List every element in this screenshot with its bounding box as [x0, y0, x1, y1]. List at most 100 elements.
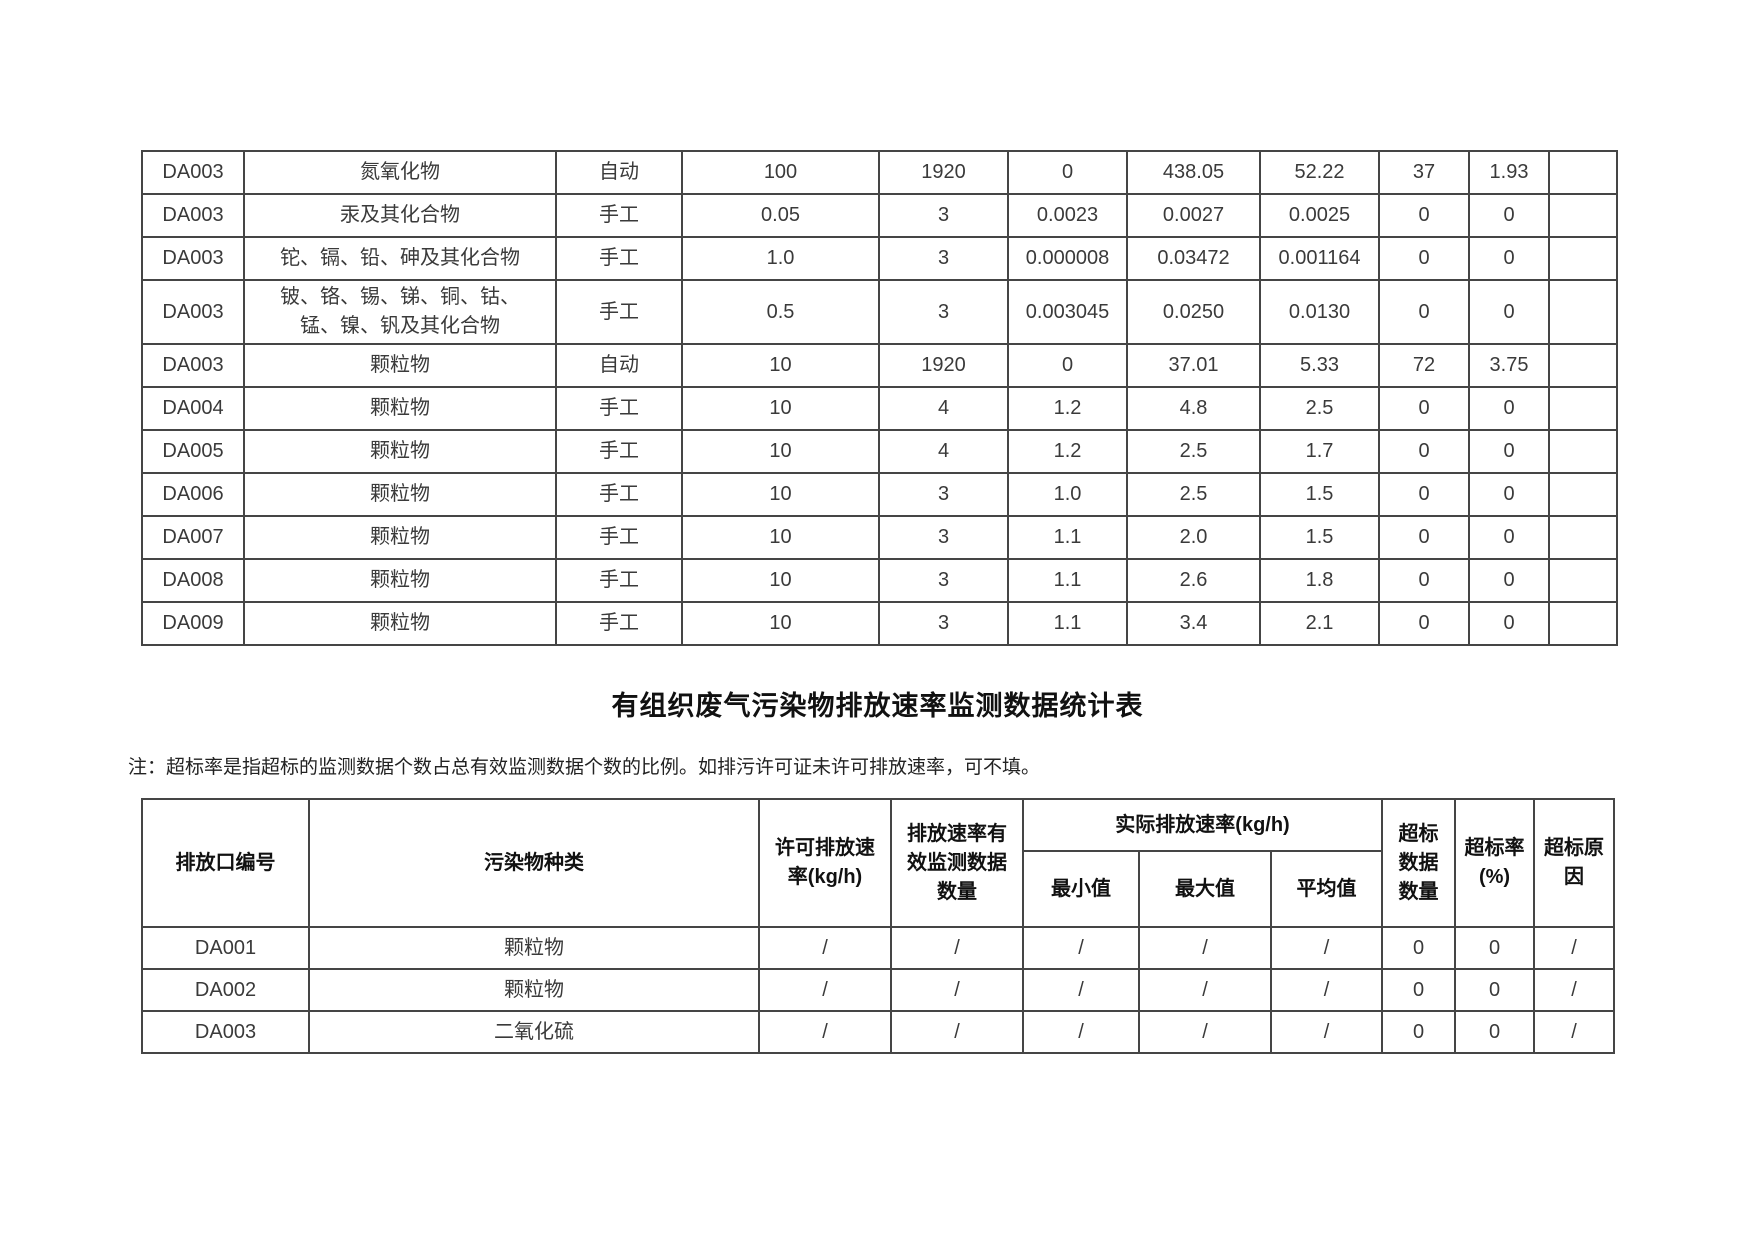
- cell-min-value: 1.2: [1007, 429, 1128, 474]
- cell-outlet-id: DA001: [141, 926, 310, 970]
- header-pollutant: 污染物种类: [308, 798, 760, 928]
- cell-outlet-id: DA004: [141, 386, 245, 431]
- cell-exceed-rate: 0: [1468, 472, 1550, 517]
- cell-permitted-rate: 1.0: [681, 236, 880, 281]
- emission-rate-statistics-table: 排放口编号 污染物种类 许可排放速率(kg/h) 排放速率有效监测数据数量 实际…: [141, 798, 1615, 1054]
- cell-max-value: /: [1138, 926, 1272, 970]
- cell-method: 手工: [555, 515, 683, 560]
- cell-min-value: /: [1022, 968, 1140, 1012]
- header-avg-value: 平均值: [1270, 850, 1383, 928]
- cell-data-count: 3: [878, 193, 1009, 238]
- cell-method: 手工: [555, 236, 683, 281]
- cell-data-count: /: [890, 968, 1024, 1012]
- cell-exceed-rate: 0: [1468, 236, 1550, 281]
- cell-exceed-count: 0: [1381, 926, 1456, 970]
- cell-exceed-rate: 0: [1468, 279, 1550, 345]
- cell-outlet-id: DA003: [141, 1010, 310, 1054]
- cell-method: 自动: [555, 343, 683, 388]
- cell-pollutant: 颗粒物: [243, 515, 557, 560]
- cell-outlet-id: DA007: [141, 515, 245, 560]
- cell-data-count: 3: [878, 236, 1009, 281]
- cell-avg-value: /: [1270, 926, 1383, 970]
- cell-permitted-rate: 10: [681, 601, 880, 646]
- cell-min-value: 0.000008: [1007, 236, 1128, 281]
- table-row: DA003 二氧化硫 / / / / / 0 0 /: [141, 1010, 1615, 1054]
- cell-exceed-rate: 0: [1468, 558, 1550, 603]
- table-row: DA006 颗粒物 手工 10 3 1.0 2.5 1.5 0 0: [141, 472, 1618, 517]
- header-actual-rate-group: 实际排放速率(kg/h): [1022, 798, 1383, 852]
- cell-data-count: 4: [878, 386, 1009, 431]
- cell-exceed-reason: [1548, 236, 1618, 281]
- cell-exceed-reason: [1548, 386, 1618, 431]
- cell-data-count: /: [890, 926, 1024, 970]
- cell-avg-value: 0.0130: [1259, 279, 1380, 345]
- cell-permitted-rate: /: [758, 1010, 892, 1054]
- cell-permitted-rate: 100: [681, 150, 880, 195]
- cell-avg-value: 2.5: [1259, 386, 1380, 431]
- cell-exceed-rate: 3.75: [1468, 343, 1550, 388]
- cell-pollutant: 颗粒物: [243, 601, 557, 646]
- cell-permitted-rate: 0.05: [681, 193, 880, 238]
- cell-min-value: 0: [1007, 150, 1128, 195]
- cell-data-count: 3: [878, 472, 1009, 517]
- cell-outlet-id: DA003: [141, 193, 245, 238]
- cell-outlet-id: DA009: [141, 601, 245, 646]
- table-row: DA004 颗粒物 手工 10 4 1.2 4.8 2.5 0 0: [141, 386, 1618, 431]
- cell-avg-value: 1.5: [1259, 472, 1380, 517]
- cell-exceed-count: 0: [1378, 386, 1470, 431]
- cell-method: 手工: [555, 386, 683, 431]
- cell-exceed-count: 0: [1378, 193, 1470, 238]
- cell-avg-value: 1.8: [1259, 558, 1380, 603]
- cell-method: 自动: [555, 150, 683, 195]
- cell-exceed-rate: 1.93: [1468, 150, 1550, 195]
- cell-pollutant: 颗粒物: [243, 429, 557, 474]
- cell-permitted-rate: 10: [681, 515, 880, 560]
- cell-outlet-id: DA003: [141, 279, 245, 345]
- table-row: DA007 颗粒物 手工 10 3 1.1 2.0 1.5 0 0: [141, 515, 1618, 560]
- cell-exceed-rate: 0: [1454, 926, 1535, 970]
- cell-avg-value: 0.001164: [1259, 236, 1380, 281]
- cell-max-value: 2.5: [1126, 429, 1261, 474]
- cell-outlet-id: DA006: [141, 472, 245, 517]
- cell-method: 手工: [555, 279, 683, 345]
- cell-exceed-reason: /: [1533, 968, 1615, 1012]
- cell-avg-value: 52.22: [1259, 150, 1380, 195]
- cell-permitted-rate: 10: [681, 558, 880, 603]
- cell-permitted-rate: 10: [681, 429, 880, 474]
- cell-exceed-count: 0: [1378, 472, 1470, 517]
- cell-min-value: /: [1022, 926, 1140, 970]
- cell-avg-value: 0.0025: [1259, 193, 1380, 238]
- cell-max-value: /: [1138, 968, 1272, 1012]
- cell-exceed-reason: [1548, 601, 1618, 646]
- cell-data-count: 4: [878, 429, 1009, 474]
- header-exceed-count: 超标数据数量: [1381, 798, 1456, 928]
- monitoring-data-table-continued: DA003 氮氧化物 自动 100 1920 0 438.05 52.22 37…: [141, 150, 1618, 646]
- cell-pollutant: 颗粒物: [243, 558, 557, 603]
- cell-exceed-reason: [1548, 515, 1618, 560]
- table-row: DA005 颗粒物 手工 10 4 1.2 2.5 1.7 0 0: [141, 429, 1618, 474]
- cell-exceed-count: 0: [1378, 279, 1470, 345]
- cell-avg-value: 2.1: [1259, 601, 1380, 646]
- cell-permitted-rate: 10: [681, 343, 880, 388]
- table-row: DA003 铊、镉、铅、砷及其化合物 手工 1.0 3 0.000008 0.0…: [141, 236, 1618, 281]
- cell-pollutant: 颗粒物: [308, 968, 760, 1012]
- cell-min-value: 1.1: [1007, 601, 1128, 646]
- cell-method: 手工: [555, 601, 683, 646]
- cell-max-value: 2.6: [1126, 558, 1261, 603]
- cell-exceed-rate: 0: [1468, 193, 1550, 238]
- cell-exceed-reason: [1548, 472, 1618, 517]
- cell-max-value: 2.0: [1126, 515, 1261, 560]
- cell-avg-value: 1.7: [1259, 429, 1380, 474]
- cell-data-count: 3: [878, 279, 1009, 345]
- cell-pollutant: 汞及其化合物: [243, 193, 557, 238]
- cell-exceed-rate: 0: [1468, 515, 1550, 560]
- header-valid-count: 排放速率有效监测数据数量: [890, 798, 1024, 928]
- table-row: DA008 颗粒物 手工 10 3 1.1 2.6 1.8 0 0: [141, 558, 1618, 603]
- table-row: DA009 颗粒物 手工 10 3 1.1 3.4 2.1 0 0: [141, 601, 1618, 646]
- cell-permitted-rate: 10: [681, 386, 880, 431]
- cell-exceed-rate: 0: [1468, 601, 1550, 646]
- cell-pollutant: 颗粒物: [243, 472, 557, 517]
- cell-exceed-count: 0: [1378, 601, 1470, 646]
- cell-max-value: 37.01: [1126, 343, 1261, 388]
